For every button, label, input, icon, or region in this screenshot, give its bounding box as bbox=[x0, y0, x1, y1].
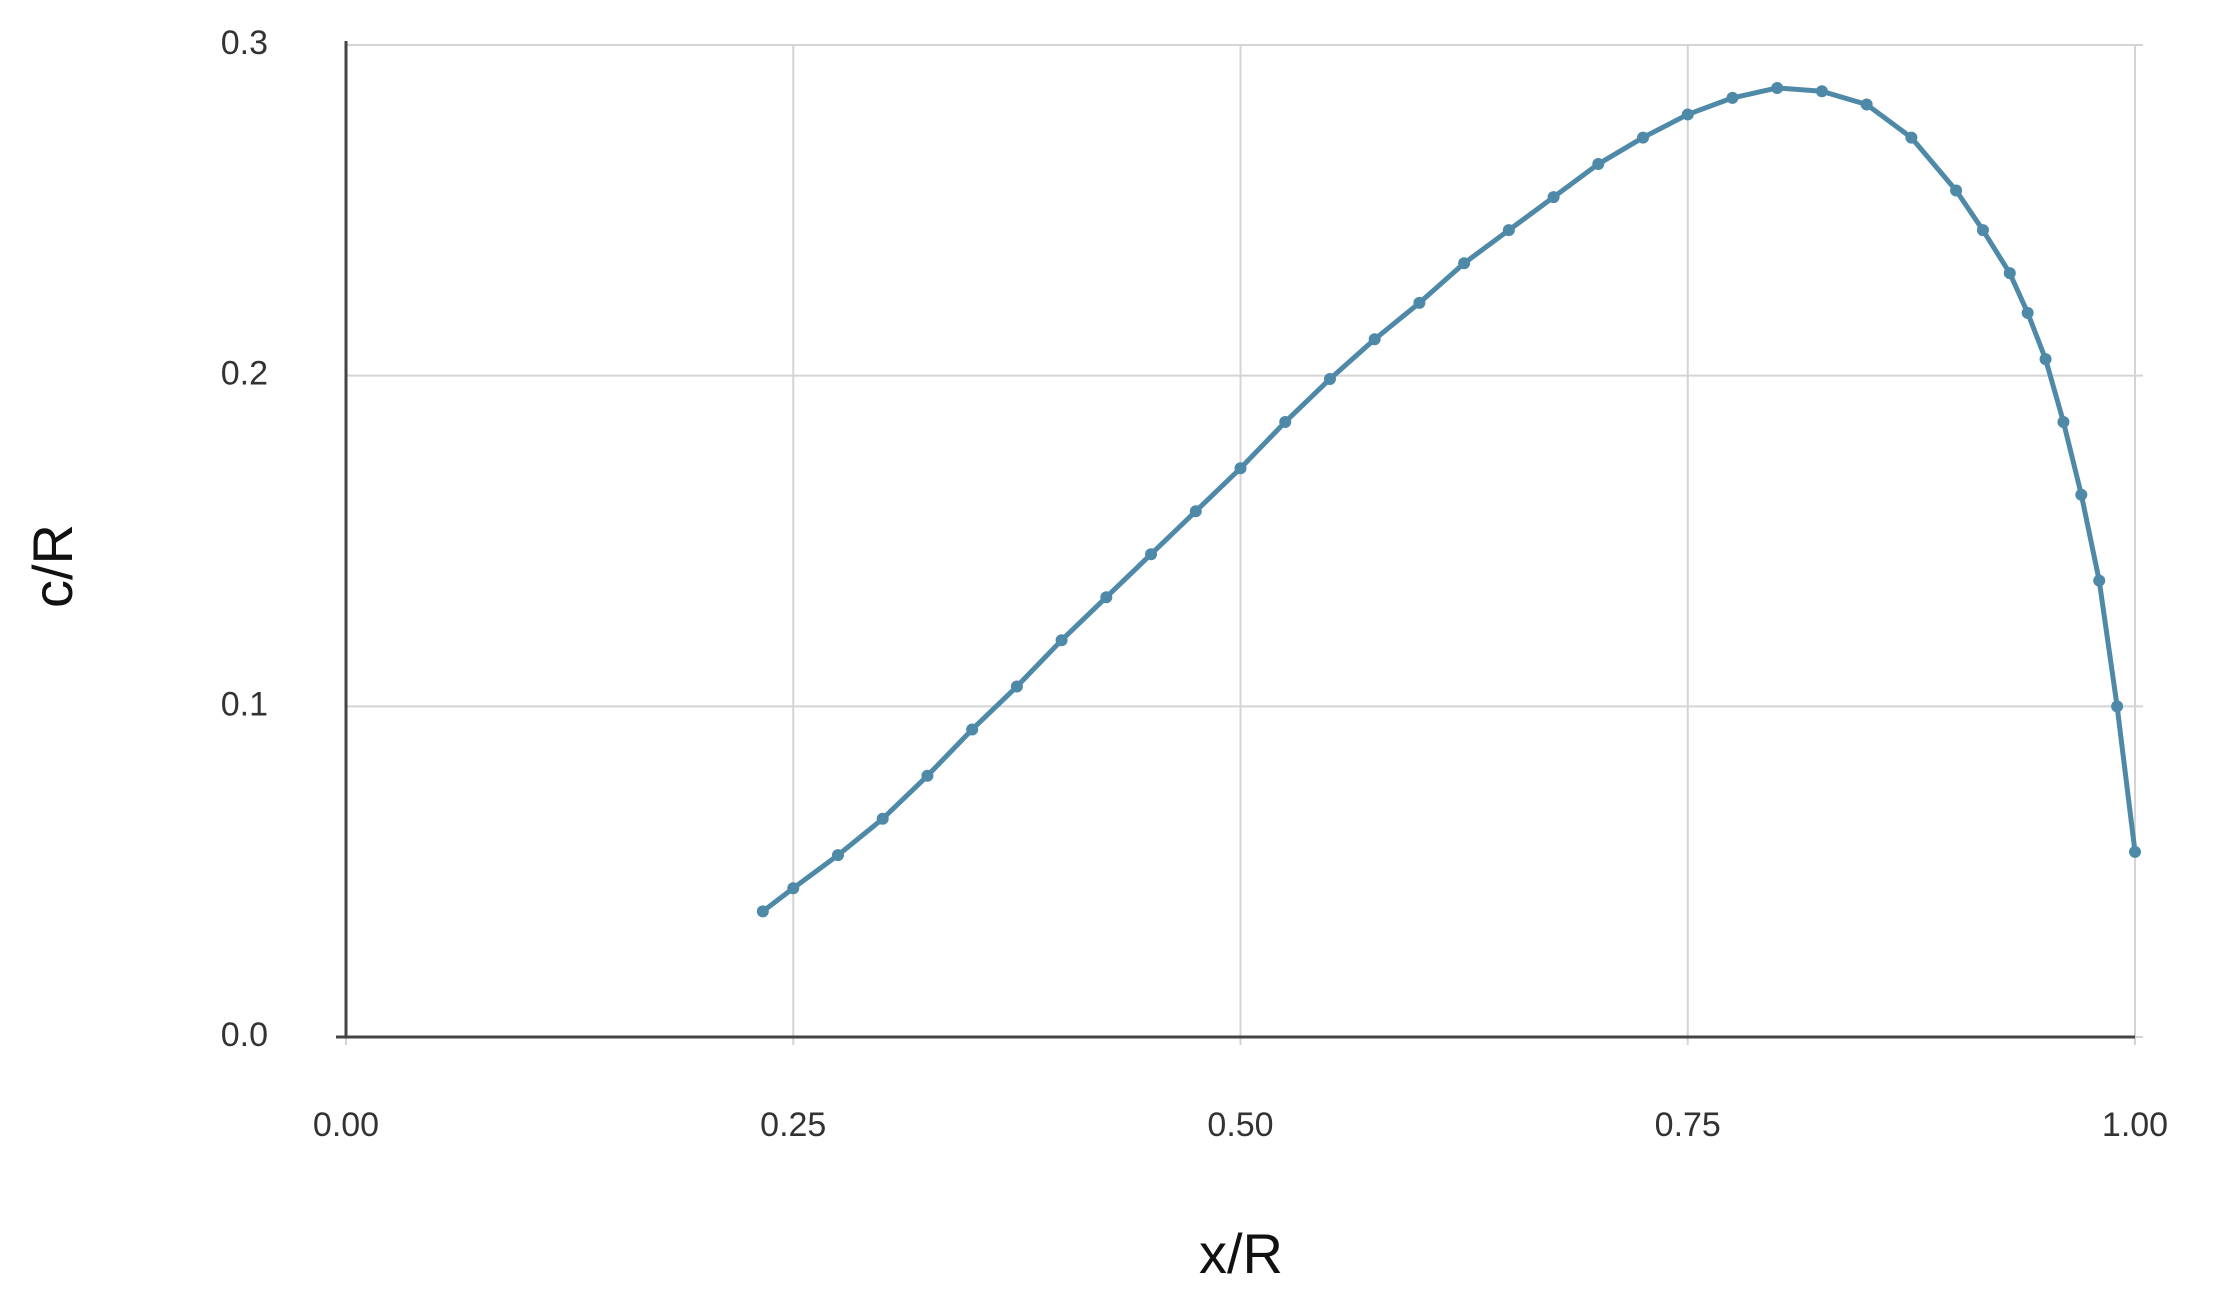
data-point bbox=[1234, 462, 1247, 475]
x-tick-label: 0.50 bbox=[1207, 1106, 1273, 1144]
data-point bbox=[1905, 131, 1918, 144]
data-point bbox=[2093, 574, 2106, 587]
data-point bbox=[2111, 700, 2124, 713]
data-point bbox=[831, 849, 844, 862]
data-point bbox=[1189, 505, 1202, 518]
data-point bbox=[1323, 372, 1336, 385]
data-point bbox=[1771, 81, 1784, 94]
x-tick-label: 0.25 bbox=[760, 1106, 826, 1144]
data-point bbox=[1010, 680, 1023, 693]
data-point bbox=[1547, 191, 1560, 204]
data-point bbox=[2075, 488, 2088, 501]
data-point bbox=[1279, 415, 1292, 428]
data-point bbox=[876, 812, 889, 825]
data-point bbox=[1726, 91, 1739, 104]
data-point bbox=[1976, 224, 1989, 237]
data-point bbox=[1860, 98, 1873, 111]
data-point bbox=[2021, 306, 2034, 319]
data-point bbox=[2039, 353, 2052, 366]
data-point bbox=[921, 769, 934, 782]
data-point bbox=[787, 882, 800, 895]
data-point bbox=[1815, 85, 1828, 98]
data-point bbox=[1458, 257, 1471, 270]
data-point bbox=[1637, 131, 1650, 144]
data-point bbox=[1100, 591, 1113, 604]
data-line bbox=[761, 85, 2138, 914]
y-tick-label: 0.3 bbox=[221, 24, 268, 62]
y-tick-label: 0.1 bbox=[221, 685, 268, 723]
data-point bbox=[1368, 333, 1381, 346]
x-tick-label: 0.00 bbox=[313, 1106, 379, 1144]
data-point bbox=[2057, 415, 2070, 428]
y-tick-label: 0.2 bbox=[221, 355, 268, 393]
data-point bbox=[1502, 224, 1515, 237]
data-point bbox=[1145, 548, 1158, 561]
data-point bbox=[966, 723, 979, 736]
x-axis-title: x/R bbox=[1199, 1222, 1283, 1285]
data-point bbox=[756, 905, 769, 918]
data-point bbox=[1681, 108, 1694, 121]
data-point bbox=[1413, 296, 1426, 309]
y-tick-label: 0.0 bbox=[221, 1016, 268, 1054]
data-point bbox=[2129, 845, 2141, 858]
x-tick-label: 0.75 bbox=[1655, 1106, 1721, 1144]
y-axis-title: c/R bbox=[21, 524, 84, 608]
data-point bbox=[2003, 267, 2016, 280]
data-point bbox=[1950, 184, 1963, 197]
data-point bbox=[1592, 158, 1605, 171]
data-point bbox=[1055, 634, 1068, 647]
x-tick-label: 1.00 bbox=[2102, 1106, 2168, 1144]
